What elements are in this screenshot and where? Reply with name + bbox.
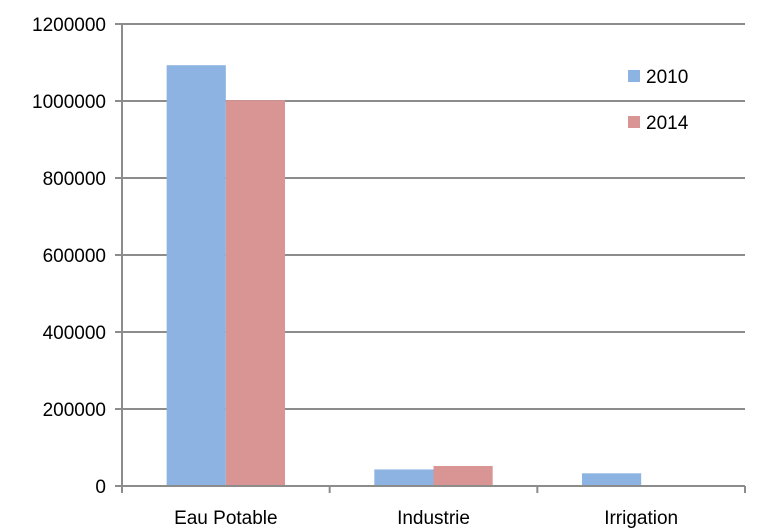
y-tick-label: 600000	[43, 246, 106, 267]
legend: 2010 2014	[628, 67, 689, 134]
x-category-label: Irrigation	[604, 508, 678, 529]
legend-swatch-2010	[628, 70, 640, 82]
y-tick-label: 200000	[43, 400, 106, 421]
legend-label-2010: 2010	[646, 67, 688, 88]
legend-swatch-2014	[628, 116, 640, 128]
bars	[166, 65, 642, 486]
y-axis-tick-labels: 0 200000 400000 600000 800000 1000000 1200000	[32, 15, 106, 498]
x-axis-category-labels: Eau Potable Industrie Irrigation	[174, 508, 678, 529]
bar-2010-industrie	[374, 469, 434, 486]
legend-label-2014: 2014	[646, 113, 689, 134]
axes	[121, 24, 746, 493]
bar-2014-eau-potable	[225, 100, 286, 486]
y-tick-label: 0	[95, 477, 106, 498]
x-category-label: Eau Potable	[174, 508, 278, 529]
x-category-label: Industrie	[397, 508, 470, 529]
y-tick-label: 1200000	[32, 15, 106, 36]
y-tick-label: 400000	[43, 323, 106, 344]
bar-2010-eau-potable	[166, 65, 226, 486]
y-tick-label: 800000	[43, 169, 106, 190]
bar-2014-industrie	[433, 465, 493, 486]
y-tick-label: 1000000	[32, 92, 106, 113]
bar-2010-irrigation	[581, 473, 642, 486]
